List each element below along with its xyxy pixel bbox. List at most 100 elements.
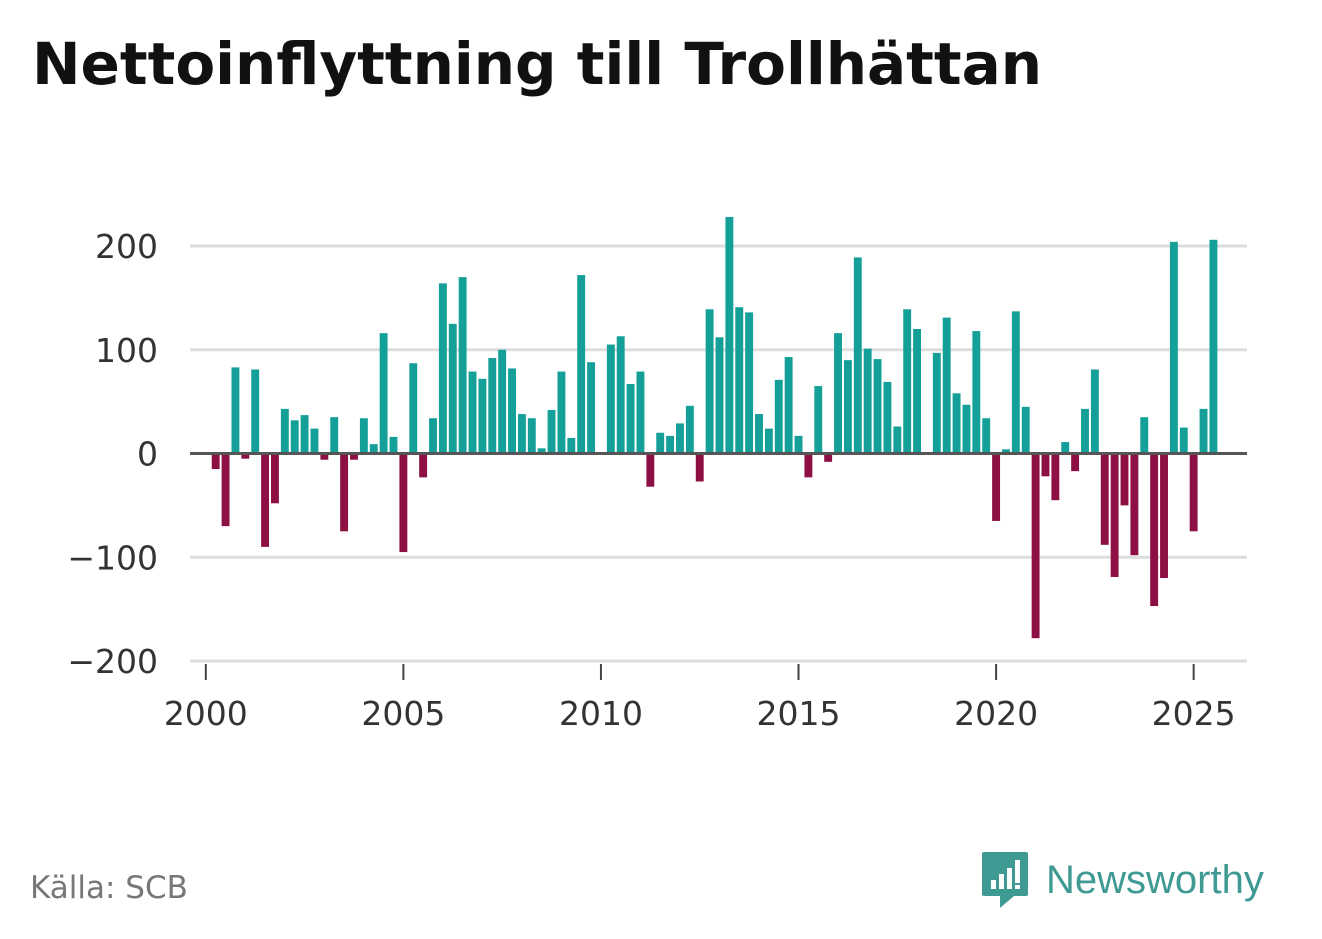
bar[interactable] bbox=[587, 362, 596, 454]
bar[interactable] bbox=[1041, 453, 1050, 477]
bar[interactable] bbox=[567, 437, 576, 454]
bar[interactable] bbox=[517, 414, 526, 454]
bar[interactable] bbox=[755, 414, 763, 454]
bar[interactable] bbox=[705, 309, 714, 454]
bar[interactable] bbox=[1031, 453, 1040, 639]
bar[interactable] bbox=[1209, 239, 1218, 454]
bar[interactable] bbox=[527, 418, 536, 454]
bar[interactable] bbox=[320, 453, 329, 460]
bar[interactable] bbox=[735, 307, 744, 454]
bar[interactable] bbox=[764, 428, 773, 454]
bar[interactable] bbox=[488, 358, 497, 454]
bar[interactable] bbox=[942, 317, 951, 454]
bar[interactable] bbox=[695, 453, 704, 482]
bar[interactable] bbox=[468, 371, 477, 454]
bar[interactable] bbox=[310, 428, 319, 454]
bar[interactable] bbox=[261, 453, 270, 547]
bar[interactable] bbox=[271, 453, 279, 504]
bar[interactable] bbox=[1051, 453, 1060, 501]
bar[interactable] bbox=[1061, 442, 1070, 454]
bar[interactable] bbox=[231, 367, 240, 454]
bar[interactable] bbox=[1110, 453, 1119, 577]
bar[interactable] bbox=[1081, 408, 1089, 454]
bar[interactable] bbox=[903, 309, 912, 454]
bar[interactable] bbox=[1002, 449, 1010, 454]
bar[interactable] bbox=[458, 277, 467, 454]
bar[interactable] bbox=[992, 453, 1001, 521]
bar[interactable] bbox=[913, 329, 922, 454]
bar[interactable] bbox=[1150, 453, 1159, 607]
bar[interactable] bbox=[211, 453, 220, 470]
bar[interactable] bbox=[606, 344, 615, 454]
bar[interactable] bbox=[745, 312, 754, 454]
bar[interactable] bbox=[972, 331, 981, 454]
bar[interactable] bbox=[824, 453, 833, 462]
bar[interactable] bbox=[1120, 453, 1129, 506]
bar[interactable] bbox=[1160, 453, 1168, 579]
bar[interactable] bbox=[547, 409, 556, 454]
bar[interactable] bbox=[982, 418, 991, 454]
bar[interactable] bbox=[873, 359, 882, 454]
bar[interactable] bbox=[893, 426, 902, 454]
bar[interactable] bbox=[1140, 417, 1149, 454]
bar[interactable] bbox=[389, 436, 398, 454]
bar[interactable] bbox=[616, 336, 625, 454]
bar[interactable] bbox=[794, 435, 803, 454]
bar[interactable] bbox=[843, 360, 852, 454]
bar[interactable] bbox=[774, 379, 783, 454]
bar[interactable] bbox=[715, 337, 724, 454]
bar[interactable] bbox=[1100, 453, 1109, 545]
bar[interactable] bbox=[1179, 427, 1188, 454]
bar[interactable] bbox=[656, 432, 665, 454]
bar[interactable] bbox=[498, 349, 507, 454]
bar[interactable] bbox=[1189, 453, 1198, 532]
bar[interactable] bbox=[340, 453, 349, 532]
bar[interactable] bbox=[557, 371, 566, 454]
bar[interactable] bbox=[814, 386, 823, 454]
bar[interactable] bbox=[784, 357, 793, 454]
bar[interactable] bbox=[350, 453, 358, 460]
bar[interactable] bbox=[804, 453, 813, 478]
bar[interactable] bbox=[508, 368, 516, 454]
bar[interactable] bbox=[537, 448, 546, 454]
bar[interactable] bbox=[359, 418, 368, 454]
bar[interactable] bbox=[330, 417, 339, 454]
bar[interactable] bbox=[478, 378, 487, 454]
bar[interactable] bbox=[300, 415, 309, 454]
bar[interactable] bbox=[429, 418, 437, 454]
bar[interactable] bbox=[369, 444, 378, 454]
bar[interactable] bbox=[853, 257, 862, 454]
bar[interactable] bbox=[1021, 406, 1030, 454]
bar[interactable] bbox=[438, 283, 447, 454]
bar[interactable] bbox=[379, 333, 388, 454]
bar[interactable] bbox=[577, 275, 586, 454]
bar[interactable] bbox=[1011, 311, 1020, 454]
bar[interactable] bbox=[399, 453, 408, 553]
bar[interactable] bbox=[280, 408, 289, 454]
bar[interactable] bbox=[290, 420, 299, 454]
bar[interactable] bbox=[221, 453, 230, 527]
bar[interactable] bbox=[626, 383, 635, 454]
bar[interactable] bbox=[636, 371, 645, 454]
bar[interactable] bbox=[251, 369, 260, 454]
bar[interactable] bbox=[725, 216, 734, 454]
bar[interactable] bbox=[241, 453, 250, 459]
bar[interactable] bbox=[952, 393, 961, 454]
bar[interactable] bbox=[448, 323, 457, 454]
bar[interactable] bbox=[1071, 453, 1080, 472]
bar[interactable] bbox=[409, 363, 418, 454]
bar[interactable] bbox=[419, 453, 428, 478]
bar[interactable] bbox=[1130, 453, 1139, 556]
bar[interactable] bbox=[646, 453, 655, 487]
newsworthy-logo[interactable]: Newsworthy bbox=[980, 850, 1264, 910]
bar[interactable] bbox=[666, 435, 675, 454]
bar[interactable] bbox=[863, 348, 872, 454]
bar[interactable] bbox=[1090, 369, 1099, 454]
bar[interactable] bbox=[676, 423, 684, 454]
bar[interactable] bbox=[685, 405, 694, 454]
bar[interactable] bbox=[883, 381, 892, 454]
bar[interactable] bbox=[1169, 241, 1178, 454]
bar[interactable] bbox=[1199, 408, 1208, 454]
bar[interactable] bbox=[834, 333, 842, 454]
bar[interactable] bbox=[962, 404, 971, 454]
